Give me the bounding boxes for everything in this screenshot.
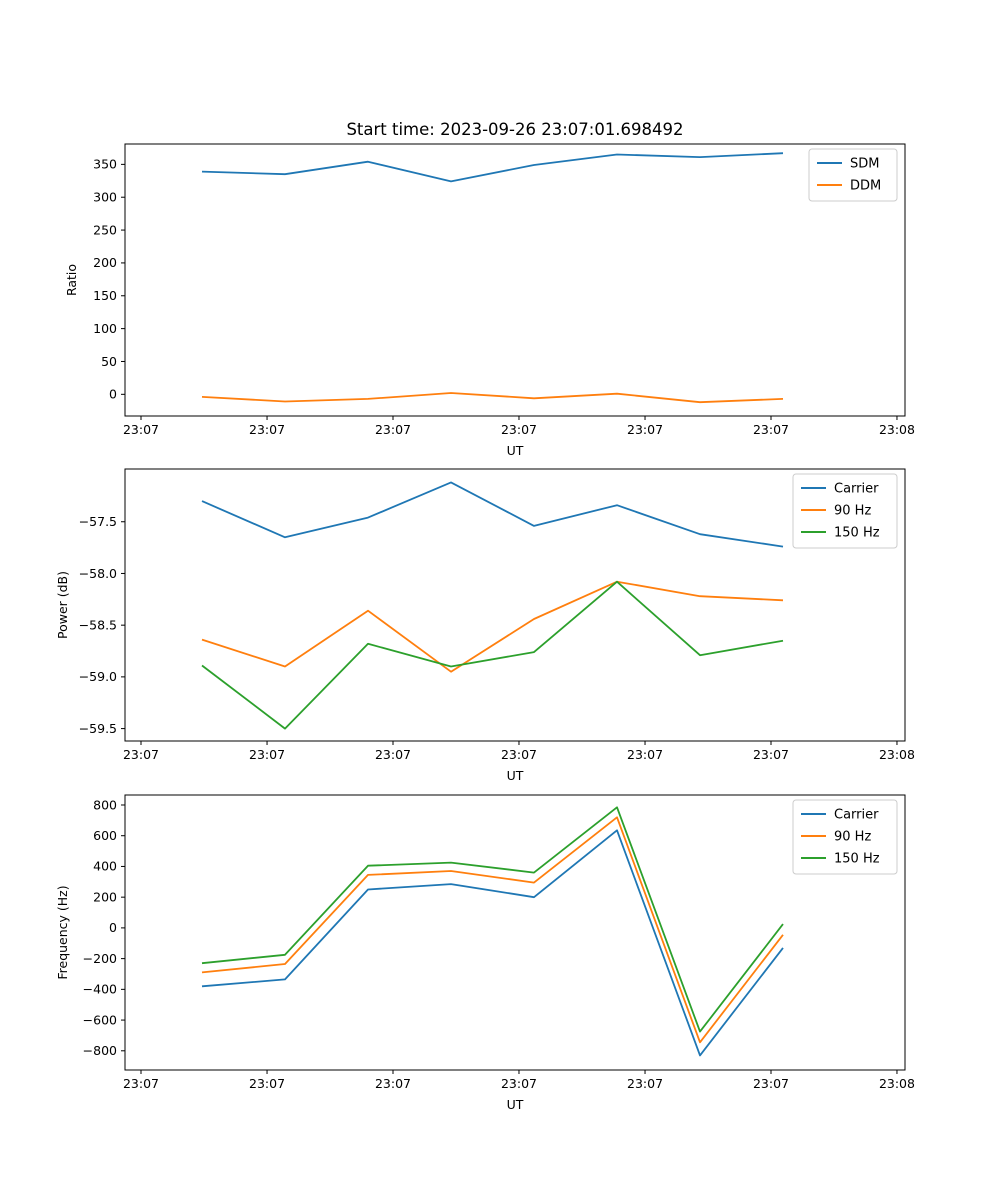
y-tick-label: −59.0 xyxy=(79,669,117,684)
legend-box xyxy=(792,473,898,549)
x-tick-label: 23:07 xyxy=(249,747,285,762)
y-tick-label: 100 xyxy=(93,321,117,336)
x-tick-label: 23:07 xyxy=(123,1076,159,1091)
series-line-ddm xyxy=(201,392,784,404)
x-tick-label: 23:07 xyxy=(249,422,285,437)
x-tick-label: 23:07 xyxy=(753,422,789,437)
legend: SDM DDM xyxy=(808,148,898,202)
y-tick-label: −57.5 xyxy=(79,514,117,529)
legend-label: 90 Hz xyxy=(834,829,871,844)
plot-area xyxy=(124,468,906,742)
y-tick-label: 200 xyxy=(93,255,117,270)
y-tick-label: 0 xyxy=(109,920,117,935)
x-tick-label: 23:07 xyxy=(627,747,663,762)
y-axis-label: Power (dB) xyxy=(55,571,70,639)
x-tick-label: 23:07 xyxy=(375,422,411,437)
x-tick-label: 23:07 xyxy=(501,422,537,437)
y-axis-label: Frequency (Hz) xyxy=(55,885,70,979)
y-tick-label: −58.5 xyxy=(79,617,117,632)
y-tick-label: −400 xyxy=(83,982,117,997)
x-tick-label: 23:07 xyxy=(375,1076,411,1091)
series-line-150-hz xyxy=(201,580,784,730)
y-tick-label: 200 xyxy=(93,889,117,904)
legend-label: Carrier xyxy=(834,481,879,496)
y-tick-label: −600 xyxy=(83,1012,117,1027)
legend-label: 90 Hz xyxy=(834,503,871,518)
y-tick-label: 800 xyxy=(93,797,117,812)
x-tick-label: 23:07 xyxy=(627,1076,663,1091)
x-tick-label: 23:07 xyxy=(249,1076,285,1091)
subplot-3: −800 −600 −400 −200 0 200 400 600 800 23:07 23:07 2… xyxy=(55,794,915,1112)
plot-area xyxy=(124,143,906,417)
y-axis-label: Ratio xyxy=(64,264,79,296)
y-tick-label: −200 xyxy=(83,951,117,966)
y-tick-label: 600 xyxy=(93,828,117,843)
x-tick-label: 23:07 xyxy=(501,1076,537,1091)
y-tick-label: −800 xyxy=(83,1043,117,1058)
legend-label: 150 Hz xyxy=(834,851,880,866)
figure-title: Start time: 2023-09-26 23:07:01.698492 xyxy=(346,120,684,139)
x-axis-label: UT xyxy=(507,768,524,783)
y-tick-label: 300 xyxy=(93,190,117,205)
legend-label: 150 Hz xyxy=(834,525,880,540)
legend: Carrier 90 Hz 150 Hz xyxy=(792,799,898,875)
legend: Carrier 90 Hz 150 Hz xyxy=(792,473,898,549)
y-tick-label: −58.0 xyxy=(79,566,117,581)
x-tick-label: 23:07 xyxy=(123,747,159,762)
legend-label: SDM xyxy=(850,156,879,171)
y-tick-label: 250 xyxy=(93,222,117,237)
x-axis-label: UT xyxy=(507,443,524,458)
legend-label: DDM xyxy=(850,178,881,193)
y-tick-label: 50 xyxy=(101,354,117,369)
x-tick-label: 23:08 xyxy=(879,747,915,762)
x-tick-label: 23:07 xyxy=(627,422,663,437)
x-tick-label: 23:07 xyxy=(753,747,789,762)
series-line-carrier xyxy=(201,481,784,548)
subplot-2: −59.5 −59.0 −58.5 −58.0 −57.5 23:07 23:07 23:07… xyxy=(55,468,915,783)
legend-label: Carrier xyxy=(834,807,879,822)
y-tick-label: −59.5 xyxy=(79,721,117,736)
x-tick-label: 23:07 xyxy=(753,1076,789,1091)
series-line-150-hz xyxy=(201,806,784,1033)
y-tick-label: 400 xyxy=(93,859,117,874)
x-tick-label: 23:07 xyxy=(123,422,159,437)
x-axis-label: UT xyxy=(507,1097,524,1112)
subplot-1: 0 50 100 150 200 250 300 350 23:07 23:07 23:07 23:0… xyxy=(64,143,915,458)
x-tick-label: 23:07 xyxy=(375,747,411,762)
series-line-sdm xyxy=(201,152,784,183)
y-tick-label: 0 xyxy=(109,387,117,402)
y-tick-label: 350 xyxy=(93,157,117,172)
series-line-90-hz xyxy=(201,816,784,1044)
y-tick-label: 150 xyxy=(93,288,117,303)
series-line-carrier xyxy=(201,829,784,1057)
x-tick-label: 23:08 xyxy=(879,422,915,437)
x-tick-label: 23:08 xyxy=(879,1076,915,1091)
legend-box xyxy=(792,799,898,875)
x-tick-label: 23:07 xyxy=(501,747,537,762)
series-line-90-hz xyxy=(201,580,784,673)
plot-area xyxy=(124,794,906,1071)
